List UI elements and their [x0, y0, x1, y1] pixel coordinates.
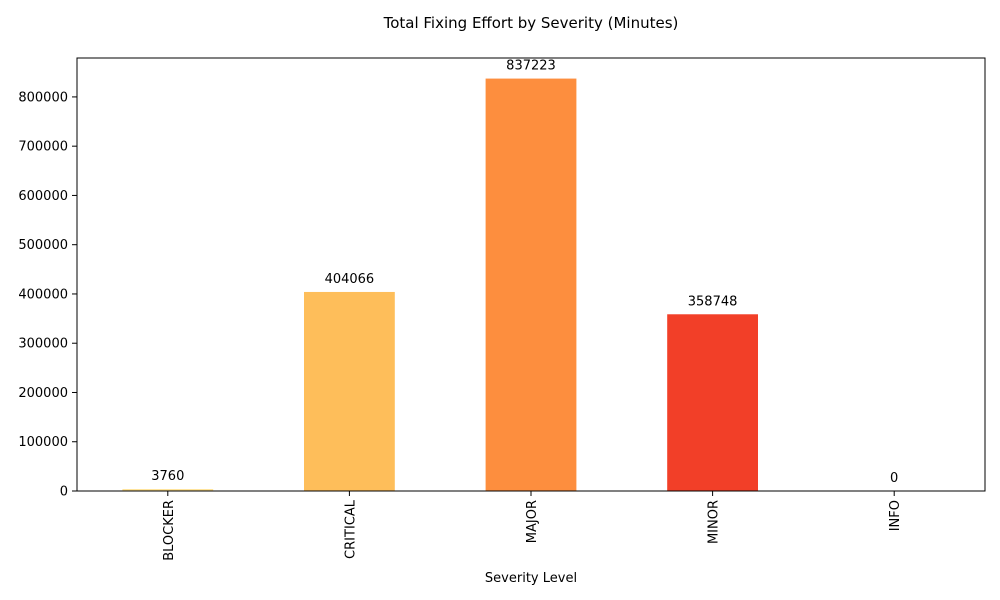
x-tick-label-blocker: BLOCKER	[162, 500, 177, 561]
x-axis-title: Severity Level	[485, 571, 577, 586]
plot-frame	[76, 57, 986, 492]
bar-blocker	[122, 489, 214, 491]
bar-major	[485, 78, 577, 492]
bar-minor	[667, 314, 758, 491]
y-tick-label: 300000	[18, 337, 68, 352]
data-label-critical: 404066	[325, 272, 375, 287]
data-labels-layer: 3760 404066 837223 358748 0	[151, 59, 898, 486]
data-label-minor: 358748	[688, 294, 738, 309]
data-label-info: 0	[890, 471, 898, 486]
x-tick-label-critical: CRITICAL	[343, 499, 358, 559]
y-tick-label: 500000	[18, 238, 68, 253]
bars-layer	[122, 78, 758, 492]
x-tick-label-minor: MINOR	[707, 500, 722, 544]
y-tick-label: 400000	[18, 287, 68, 302]
y-tick-label: 0	[60, 485, 68, 500]
y-tick-label: 800000	[18, 90, 68, 105]
y-tick-label: 200000	[18, 386, 68, 401]
chart-title: Total Fixing Effort by Severity (Minutes…	[383, 14, 679, 32]
y-tick-label: 700000	[18, 140, 68, 155]
data-label-blocker: 3760	[151, 469, 184, 484]
x-tick-label-info: INFO	[888, 500, 903, 531]
x-tick-label-major: MAJOR	[525, 500, 540, 543]
y-axis: 0 100000 200000 300000 400000 500000 600000 700…	[18, 90, 77, 500]
y-tick-label: 100000	[18, 435, 68, 450]
bar-critical	[304, 291, 395, 491]
data-label-major: 837223	[506, 59, 556, 74]
x-axis: BLOCKER CRITICAL MAJOR MINOR INFO	[162, 491, 903, 561]
y-tick-label: 600000	[18, 189, 68, 204]
